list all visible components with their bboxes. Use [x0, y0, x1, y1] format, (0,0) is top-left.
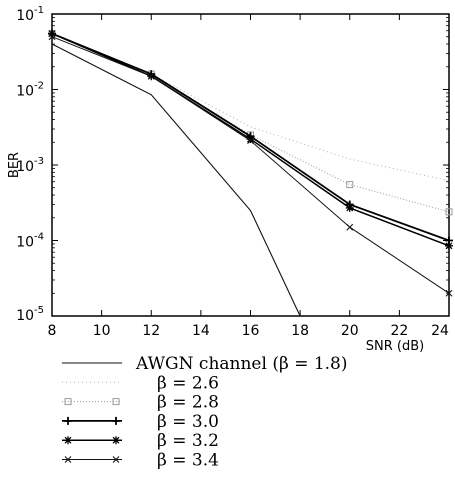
legend: AWGN channel (β = 1.8)β = 2.6β = 2.8β = …	[62, 354, 348, 471]
legend-marker	[112, 398, 120, 406]
series-5	[48, 29, 453, 250]
y-tick-exponent: -2	[34, 81, 44, 92]
data-point	[48, 33, 56, 41]
x-tick-label: 16	[242, 323, 260, 339]
data-point	[346, 223, 354, 231]
y-tick-exponent: -1	[34, 5, 44, 16]
data-point	[346, 181, 354, 189]
x-tick-label: 10	[93, 323, 111, 339]
y-axis-label: BER	[7, 152, 22, 178]
legend-item-1: AWGN channel (β = 1.8)	[62, 354, 348, 374]
data-point	[246, 135, 255, 144]
y-axis-ticks: 10-110-210-310-410-5	[16, 5, 449, 324]
x-tick-label: 24	[431, 323, 449, 339]
y-tick-label: 10-3	[16, 156, 44, 175]
y-tick-label: 10-2	[16, 81, 44, 100]
data-point	[48, 29, 56, 38]
x-tick-label: 14	[192, 323, 210, 339]
legend-item-4: β = 3.0	[62, 412, 219, 432]
series-1	[51, 43, 301, 317]
series-2	[51, 33, 450, 182]
series-line	[51, 36, 450, 294]
legend-label: AWGN channel (β = 1.8)	[135, 354, 348, 374]
series-line	[51, 33, 450, 182]
legend-label: β = 3.2	[157, 431, 219, 451]
legend-label: β = 3.0	[157, 412, 219, 432]
series-6	[48, 33, 453, 297]
y-tick-label: 10-1	[16, 5, 44, 24]
y-tick-exponent: -5	[34, 305, 44, 316]
x-tick-label: 20	[341, 323, 359, 339]
legend-item-6: β = 3.4	[62, 451, 219, 471]
y-tick-label: 10-4	[16, 232, 44, 251]
y-tick-base: 10	[16, 308, 34, 324]
data-point	[445, 289, 453, 297]
legend-item-3: β = 2.8	[62, 393, 219, 413]
y-tick-base: 10	[16, 84, 34, 100]
legend-marker	[112, 416, 120, 425]
data-point	[445, 241, 453, 250]
legend-label: β = 3.4	[157, 451, 219, 471]
x-axis-label: SNR (dB)	[366, 339, 424, 354]
legend-marker	[64, 456, 72, 463]
legend-marker	[112, 456, 120, 463]
data-point	[445, 208, 453, 216]
legend-marker	[64, 416, 72, 425]
data-point	[147, 72, 155, 80]
x-tick-label: 12	[142, 323, 160, 339]
legend-label: β = 2.8	[157, 393, 219, 413]
y-tick-label: 10-5	[16, 305, 44, 324]
x-axis-ticks: 8 10 12 14 16 18 20 22 24	[48, 14, 450, 339]
legend-marker	[64, 398, 72, 406]
y-tick-base: 10	[16, 8, 34, 24]
legend-item-2: β = 2.6	[62, 373, 219, 393]
legend-marker	[64, 436, 72, 445]
legend-label: β = 2.6	[157, 373, 219, 393]
series-layer	[48, 29, 453, 317]
data-point	[345, 203, 354, 212]
y-tick-exponent: -3	[34, 156, 44, 167]
x-tick-label: 8	[48, 323, 57, 339]
legend-item-5: β = 3.2	[62, 431, 219, 451]
y-tick-base: 10	[16, 159, 34, 175]
y-tick-exponent: -4	[34, 232, 44, 243]
legend-marker	[112, 436, 120, 445]
x-tick-label: 18	[291, 323, 309, 339]
series-line	[51, 43, 301, 317]
y-tick-base: 10	[16, 235, 34, 251]
data-point	[247, 137, 254, 145]
x-tick-label: 22	[390, 323, 408, 339]
